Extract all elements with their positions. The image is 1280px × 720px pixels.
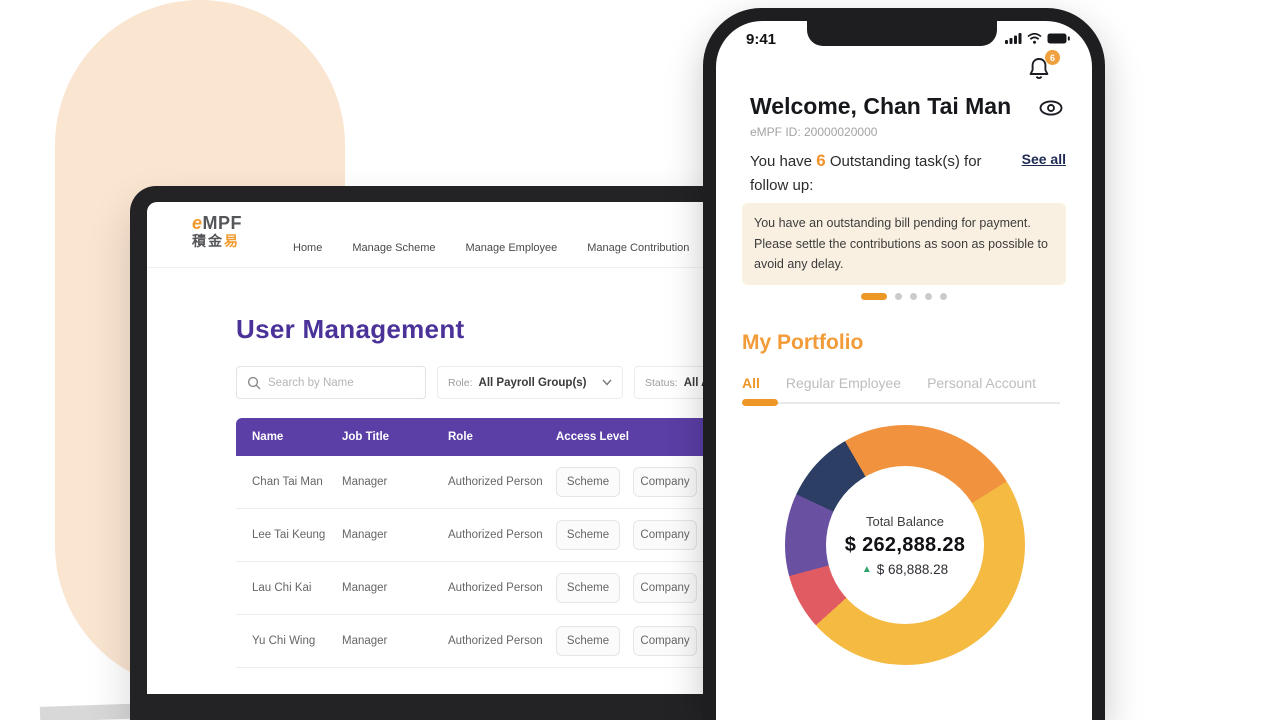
- phone-frame: 9:41 6 Welcome, Chan Tai Man eMPF ID: 20…: [703, 8, 1105, 720]
- cell-job-title: Manager: [342, 582, 388, 594]
- empf-id-text: eMPF ID: 20000020000: [750, 125, 878, 139]
- cell-access: Scheme Company: [556, 573, 745, 603]
- user-table: Name Job Title Role Access Level Chan Ta…: [236, 418, 745, 668]
- empf-logo-chinese: 積金易: [192, 232, 240, 249]
- tab-regular-employee[interactable]: Regular Employee: [785, 375, 902, 391]
- outstanding-tasks-text: You have 6 Outstanding task(s) for follo…: [750, 151, 982, 195]
- total-balance-value: $ 262,888.28: [844, 533, 966, 556]
- tab-all[interactable]: All: [742, 375, 760, 391]
- cell-access: Scheme Company: [556, 520, 745, 550]
- cell-access: Scheme Company: [556, 626, 745, 656]
- cell-job-title: Manager: [342, 529, 388, 541]
- filter-label: Role:: [448, 376, 473, 389]
- nav-manage-employee[interactable]: Manage Employee: [465, 242, 558, 254]
- search-placeholder: Search by Name: [268, 376, 354, 389]
- carousel-dot[interactable]: [940, 293, 947, 300]
- eye-icon: [1039, 100, 1063, 116]
- scheme-button[interactable]: Scheme: [556, 467, 620, 497]
- scheme-button[interactable]: Scheme: [556, 520, 620, 550]
- portfolio-title: My Portfolio: [742, 331, 864, 354]
- cell-name: Lee Tai Keung: [252, 529, 326, 541]
- filter-value: All Payroll Group(s): [478, 376, 587, 389]
- laptop-screen: eMPF 積金易 Home Manage Scheme Manage Emplo…: [147, 202, 745, 694]
- desktop-nav: Home Manage Scheme Manage Employee Manag…: [293, 242, 689, 254]
- nav-manage-contribution[interactable]: Manage Contribution: [587, 242, 690, 254]
- carousel-dot[interactable]: [910, 293, 917, 300]
- carousel-dots: [716, 293, 1092, 300]
- bell-icon: [1029, 58, 1049, 79]
- empf-logo: eMPF 積金易: [192, 213, 243, 249]
- nav-manage-scheme[interactable]: Manage Scheme: [352, 242, 436, 254]
- empf-logo-e: e: [192, 213, 203, 233]
- notification-badge: 6: [1045, 50, 1060, 65]
- cell-name: Lau Chi Kai: [252, 582, 312, 594]
- page-title: User Management: [236, 314, 465, 344]
- cell-name: Chan Tai Man: [252, 476, 323, 488]
- empf-logo-mpf: MPF: [202, 213, 243, 233]
- table-row: Lee Tai Keung Manager Authorized Person …: [236, 509, 745, 562]
- balance-change: ▲ $ 68,888.28: [861, 561, 949, 577]
- scheme-button[interactable]: Scheme: [556, 573, 620, 603]
- table-row: Chan Tai Man Manager Authorized Person S…: [236, 456, 745, 509]
- phone-screen: 9:41 6 Welcome, Chan Tai Man eMPF ID: 20…: [716, 21, 1092, 720]
- cell-access: Scheme Company: [556, 467, 745, 497]
- col-name: Name: [252, 431, 284, 443]
- cell-role: Authorized Person: [448, 635, 543, 647]
- company-button[interactable]: Company: [633, 520, 697, 550]
- status-time: 9:41: [746, 31, 777, 48]
- empf-logo-latin: eMPF: [192, 213, 243, 234]
- table-row: Lau Chi Kai Manager Authorized Person Sc…: [236, 562, 745, 615]
- carousel-dot[interactable]: [925, 293, 932, 300]
- carousel-dot-active[interactable]: [861, 293, 887, 300]
- status-icons: [1005, 33, 1070, 44]
- cell-name: Yu Chi Wing: [252, 635, 316, 647]
- signal-icon: [1005, 33, 1022, 44]
- cell-job-title: Manager: [342, 635, 388, 647]
- notification-bell-button[interactable]: 6: [1026, 50, 1060, 85]
- total-balance-label: Total Balance: [865, 513, 945, 529]
- battery-icon: [1047, 33, 1070, 44]
- table-header-row: Name Job Title Role Access Level: [236, 418, 745, 456]
- col-role: Role: [448, 431, 473, 443]
- scheme-button[interactable]: Scheme: [556, 626, 620, 656]
- filter-label: Status:: [645, 376, 678, 389]
- company-button[interactable]: Company: [633, 467, 697, 497]
- cell-role: Authorized Person: [448, 582, 543, 594]
- carousel-dot[interactable]: [895, 293, 902, 300]
- donut-center: Total Balance $ 262,888.28 ▲ $ 68,888.28: [826, 466, 984, 624]
- payment-alert-banner[interactable]: You have an outstanding bill pending for…: [742, 203, 1066, 285]
- table-row: Yu Chi Wing Manager Authorized Person Sc…: [236, 615, 745, 668]
- desktop-header: eMPF 積金易 Home Manage Scheme Manage Emplo…: [147, 202, 745, 268]
- task-count: 6: [816, 151, 826, 170]
- search-input[interactable]: Search by Name: [236, 366, 426, 399]
- payroll-group-filter[interactable]: Role: All Payroll Group(s): [437, 366, 623, 399]
- company-button[interactable]: Company: [633, 626, 697, 656]
- cell-job-title: Manager: [342, 476, 388, 488]
- cell-role: Authorized Person: [448, 529, 543, 541]
- portfolio-tabs: All Regular Employee Personal Account: [742, 375, 1036, 391]
- up-triangle-icon: ▲: [861, 563, 872, 575]
- search-icon: [247, 376, 261, 389]
- chevron-down-icon: [602, 379, 612, 386]
- tab-personal-account[interactable]: Personal Account: [927, 375, 1037, 391]
- portfolio-donut-chart[interactable]: Total Balance $ 262,888.28 ▲ $ 68,888.28: [785, 425, 1025, 665]
- see-all-link[interactable]: See all: [1021, 151, 1066, 167]
- phone-notch: [807, 21, 997, 46]
- active-tab-indicator: [742, 399, 778, 406]
- eye-toggle-button[interactable]: [1038, 99, 1064, 117]
- wifi-icon: [1027, 33, 1042, 44]
- col-job-title: Job Title: [342, 431, 390, 443]
- nav-home[interactable]: Home: [293, 242, 323, 254]
- company-button[interactable]: Company: [633, 573, 697, 603]
- tabs-divider: [742, 402, 1060, 404]
- filter-row: Search by Name Role: All Payroll Group(s…: [236, 366, 745, 399]
- cell-role: Authorized Person: [448, 476, 543, 488]
- laptop-frame: eMPF 積金易 Home Manage Scheme Manage Emplo…: [130, 186, 762, 720]
- col-access-level: Access Level: [556, 431, 629, 443]
- welcome-heading: Welcome, Chan Tai Man: [750, 93, 1012, 119]
